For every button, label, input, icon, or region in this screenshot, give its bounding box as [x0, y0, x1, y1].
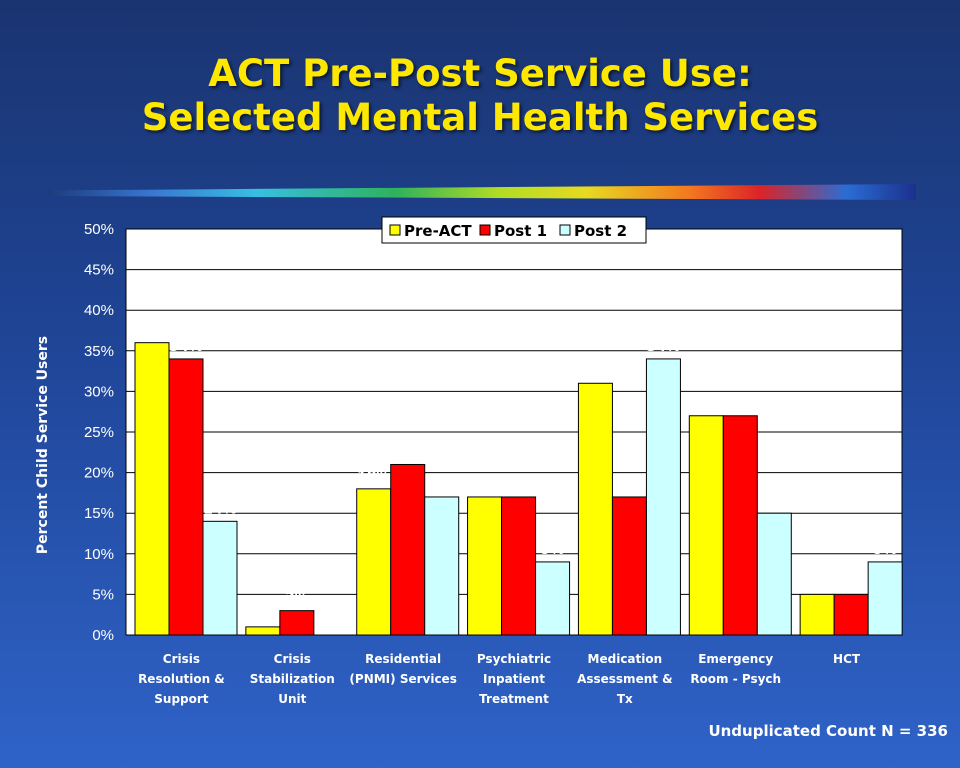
y-tick-label: 40% [84, 302, 114, 319]
data-label: 27% [724, 396, 758, 412]
bar-post-2 [645, 358, 681, 636]
data-label: 17% [425, 477, 459, 493]
x-tick-label: Crisis Resolution & Support [138, 652, 225, 706]
legend-swatch [559, 224, 571, 236]
data-labels: 36%34%14%1%3%0%18%21%17% 17% 17%9%31%17%34… [135, 323, 897, 631]
data-label: 5% [805, 574, 829, 590]
bar-pre-act [134, 342, 170, 636]
bar-pre-act [799, 593, 835, 636]
data-label: 27% [690, 396, 724, 412]
data-label: 3% [285, 591, 309, 607]
x-tick-label: HCT [833, 652, 861, 666]
y-tick-label: 0% [92, 627, 114, 644]
bar-post-1 [833, 593, 869, 636]
y-tick-label: 15% [84, 505, 114, 522]
data-label: 14% [203, 501, 237, 517]
data-label: 1% [251, 607, 275, 623]
data-label: 21% [391, 444, 425, 460]
legend-box [381, 216, 647, 244]
data-label: 17% [613, 477, 647, 493]
data-label: 17% [468, 477, 502, 493]
bar-post-2 [756, 512, 792, 636]
bar-pre-act [688, 415, 724, 636]
unduplicated-count-note: Unduplicated Count N = 336 [708, 722, 948, 740]
bar-pre-act [577, 382, 613, 636]
y-axis-label: Percent Child Service Users [35, 336, 51, 554]
bar-post-1 [722, 415, 758, 636]
legend: Pre-ACT Post 1 Post 2 [381, 216, 647, 244]
data-label: 5% [839, 574, 863, 590]
y-tick-label: 50% [84, 221, 114, 238]
y-axis-ticks: 0% 5% 10% 15% 20% 25% 30% 35% 40% 45% 50% [84, 221, 114, 644]
bar-post-2 [202, 520, 238, 636]
legend-label: Pre-ACT [404, 222, 472, 240]
bar-post-1 [279, 610, 315, 636]
legend-label: Post 2 [574, 222, 627, 240]
title-line-2: Selected Mental Health Services [141, 96, 819, 139]
y-tick-label: 45% [84, 262, 114, 279]
bar-post-2 [867, 561, 903, 636]
y-tick-label: 25% [84, 424, 114, 441]
title-line-1: ACT Pre-Post Service Use: [208, 52, 752, 95]
data-label: 0% [319, 615, 343, 631]
y-tick-label: 5% [92, 586, 114, 603]
data-label: 34% [647, 339, 681, 355]
data-label: 17% [502, 477, 536, 493]
bar-post-2 [535, 561, 571, 636]
bar-post-1 [501, 496, 537, 636]
y-tick-label: 10% [84, 546, 114, 563]
bar-post-1 [611, 496, 647, 636]
bar-pre-act [467, 496, 503, 636]
bar-post-1 [168, 358, 204, 636]
bar-post-1 [390, 463, 426, 636]
x-tick-label: Medication Assessment & Tx [577, 652, 673, 706]
legend-label: Post 1 [494, 222, 547, 240]
data-label: 31% [579, 363, 613, 379]
data-label: 9% [873, 542, 897, 558]
bar-pre-act [245, 626, 281, 636]
data-label: 34% [169, 339, 203, 355]
y-tick-label: 20% [84, 465, 114, 482]
x-tick-label: Crisis Stabilization Unit [250, 652, 335, 706]
bars [134, 342, 903, 636]
bar-post-2 [424, 496, 460, 636]
legend-swatch [479, 224, 491, 236]
data-label: 36% [135, 323, 169, 339]
data-label: 18% [357, 469, 391, 485]
data-label: 9% [541, 542, 565, 558]
x-tick-label: Psychiatric Inpatient Treatment [477, 652, 551, 706]
data-label: 15% [758, 493, 792, 509]
x-tick-label: Residential (PNMI) Services [349, 652, 456, 686]
legend-swatch [389, 224, 401, 236]
page-title: ACT Pre-Post Service Use: Selected Menta… [0, 52, 960, 140]
x-tick-label: Emergency Room - Psych [690, 652, 781, 686]
x-axis-ticks: Crisis Resolution & Support Crisis Stabiliza… [138, 652, 861, 706]
y-tick-label: 35% [84, 343, 114, 360]
bar-pre-act [356, 488, 392, 636]
y-tick-label: 30% [84, 383, 114, 400]
